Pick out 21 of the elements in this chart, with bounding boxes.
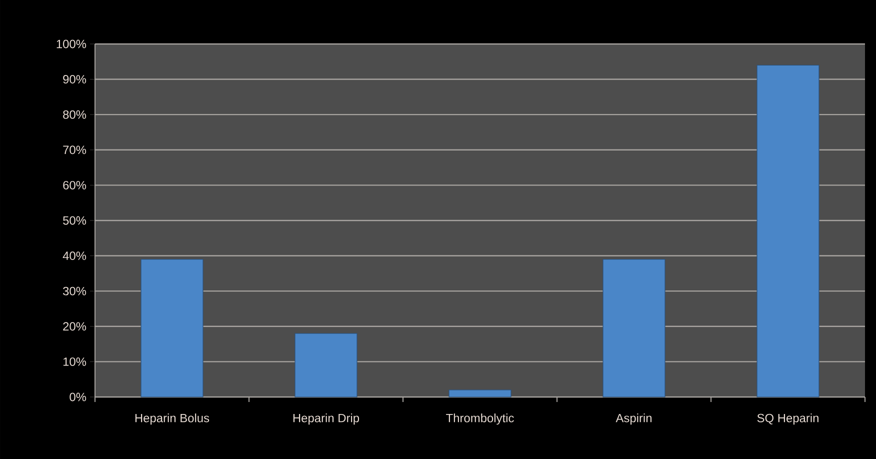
x-tick-label: Thrombolytic — [446, 414, 514, 425]
x-tick-label: SQ Heparin — [757, 414, 818, 425]
bar — [756, 64, 820, 398]
y-tick-label: 80% — [63, 110, 86, 119]
y-tick-label: 40% — [62, 252, 86, 260]
y-tick-label: 10% — [63, 357, 86, 366]
y-tick-label: 60% — [63, 180, 86, 190]
y-tick-label: 0% — [70, 392, 86, 402]
y-tick-label: 20% — [63, 322, 86, 331]
y-tick-label: 90% — [63, 75, 86, 84]
bar — [448, 390, 512, 398]
x-tick-label: Aspirin — [616, 414, 652, 425]
y-tick-label: 100% — [56, 40, 86, 48]
x-tick-label: Heparin Drip — [293, 414, 360, 425]
bar — [602, 259, 666, 398]
bar — [294, 333, 358, 398]
y-tick-label: 30% — [63, 286, 86, 296]
bar — [140, 259, 204, 398]
x-tick-label: Heparin Bolus — [135, 414, 210, 425]
y-tick-label: 50% — [63, 216, 86, 225]
y-tick-label: 70% — [63, 146, 86, 154]
